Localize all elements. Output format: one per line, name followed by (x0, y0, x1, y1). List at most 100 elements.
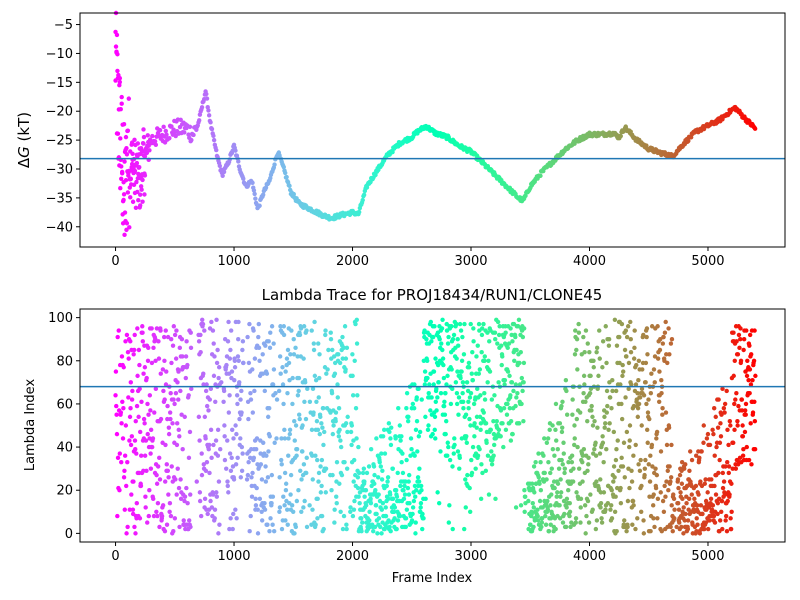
lambda-point (352, 498, 357, 504)
lambda-point (204, 459, 210, 465)
lambda-point (272, 440, 277, 445)
lambda-point (460, 380, 466, 385)
lambda-point (641, 518, 646, 523)
lambda-point (559, 429, 565, 435)
lambda-point (283, 518, 288, 523)
lambda-point (647, 479, 653, 484)
lambda-point (117, 451, 123, 456)
lambda-point (262, 507, 268, 512)
lambda-point (633, 526, 638, 532)
lambda-point (383, 505, 388, 510)
dg-point (140, 199, 145, 204)
lambda-point (731, 440, 736, 445)
lam-y-tick-label: 20 (56, 484, 73, 499)
lambda-point (215, 427, 221, 433)
lambda-point (677, 520, 682, 525)
lambda-point (521, 418, 526, 424)
lambda-point (136, 414, 141, 420)
lambda-point (333, 410, 339, 415)
lambda-point (471, 401, 477, 407)
dg-ylabel-delta: Δ (15, 157, 33, 168)
lambda-point (354, 317, 360, 322)
lambda-point (440, 356, 446, 361)
lambda-point (517, 360, 522, 366)
lambda-point (504, 412, 510, 417)
lambda-point (513, 334, 518, 340)
lambda-point (482, 354, 488, 359)
dg-point (134, 160, 140, 166)
lambda-point (709, 477, 714, 482)
lambda-point (386, 496, 391, 502)
lambda-point (526, 498, 531, 504)
lambda-point (277, 354, 283, 359)
lambda-point (593, 453, 599, 458)
lambda-point (444, 382, 449, 387)
lambda-point (739, 397, 745, 402)
lambda-point (508, 326, 513, 331)
lambda-point (127, 438, 132, 443)
lambda-point (324, 371, 329, 376)
lambda-point (470, 444, 476, 450)
lambda-point (572, 423, 577, 428)
lambda-point (230, 526, 235, 532)
lambda-point (520, 334, 526, 340)
lambda-point (636, 358, 642, 363)
lambda-point (151, 513, 157, 519)
lambda-point (355, 485, 361, 491)
dg-x-tick-label: 1000 (217, 254, 250, 269)
lambda-point (123, 423, 129, 428)
lambda-point (137, 362, 142, 368)
lambda-point (422, 382, 428, 387)
lambda-point (446, 520, 452, 525)
lambda-point (727, 492, 732, 497)
lambda-point (148, 427, 154, 433)
lambda-point (281, 494, 286, 499)
dg-point (253, 196, 258, 201)
lambda-point (170, 343, 176, 348)
lambda-point (634, 362, 639, 368)
lambda-point (466, 360, 472, 366)
dg-point (361, 192, 367, 198)
lambda-point (528, 522, 533, 527)
lambda-point (188, 330, 193, 335)
lambda-point (139, 453, 144, 458)
lambda-point (717, 518, 723, 523)
lambda-point (147, 488, 152, 493)
lambda-point (669, 337, 675, 342)
lambda-point (738, 358, 744, 363)
dg-point (241, 176, 246, 181)
lambda-point (345, 429, 350, 435)
lambda-point (164, 369, 169, 374)
lambda-point (544, 440, 550, 445)
lambda-point (740, 434, 746, 439)
lambda-point (597, 328, 602, 333)
lambda-point (618, 485, 623, 491)
dg-y-tick-label: −35 (46, 191, 73, 206)
lambda-point (654, 429, 660, 435)
lambda-point (317, 352, 322, 357)
lambda-point (583, 399, 588, 404)
lambda-point (502, 377, 508, 383)
lambda-point (377, 459, 382, 465)
lambda-point (303, 416, 309, 422)
lambda-point (292, 531, 297, 536)
lambda-point (124, 483, 129, 489)
lambda-point (462, 526, 467, 532)
lambda-point (277, 505, 283, 510)
lambda-point (508, 438, 514, 443)
lambda-point (175, 380, 180, 385)
lambda-point (518, 349, 523, 355)
lambda-point (335, 382, 340, 387)
lambda-point (617, 360, 622, 366)
lambda-point (216, 531, 221, 536)
lambda-point (657, 369, 662, 374)
lambda-point (659, 529, 664, 534)
lambda-point (176, 397, 181, 402)
lambda-point (644, 326, 650, 331)
lambda-point (609, 488, 614, 493)
lambda-point (413, 531, 418, 536)
dg-data-points (113, 10, 758, 238)
lambda-point (468, 390, 474, 396)
lambda-point (336, 406, 342, 411)
lambda-point (265, 414, 271, 420)
